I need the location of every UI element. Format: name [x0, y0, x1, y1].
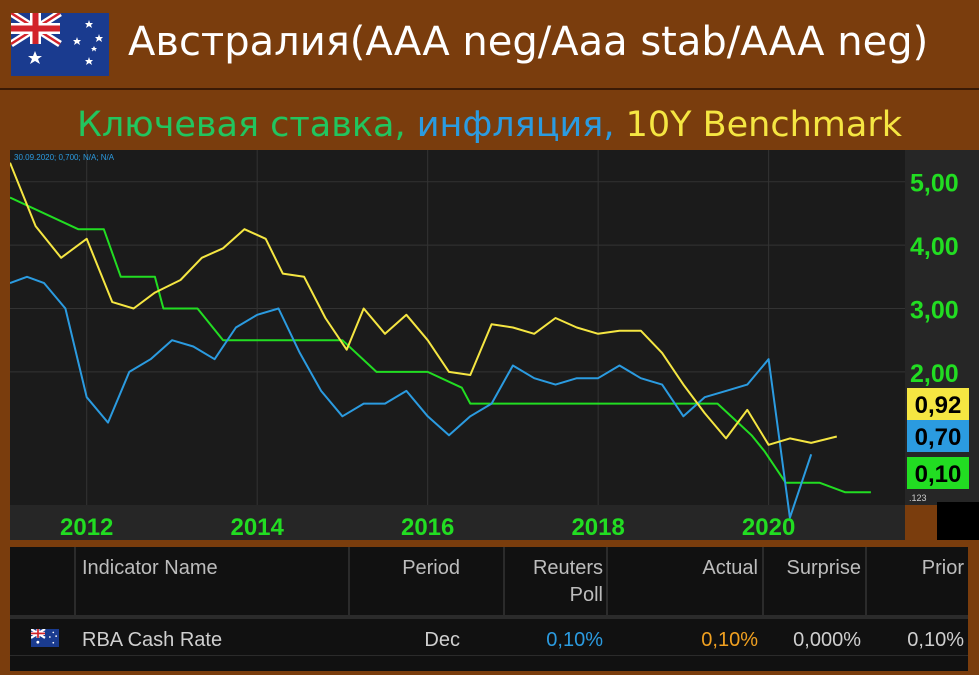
australia-flag-icon	[11, 13, 109, 76]
x-axis-band	[10, 505, 905, 540]
table-row-prior: 0,10%	[907, 629, 964, 651]
corner-label: .123	[909, 493, 927, 503]
x-tick-label: 2012	[60, 514, 113, 540]
column-header-reuters-poll-line2[interactable]: Poll	[569, 584, 603, 606]
series-line-2	[9, 162, 838, 446]
table-row-reuters-poll: 0,10%	[546, 629, 603, 651]
y-tick-label: 5,00	[910, 170, 959, 198]
column-separator	[74, 547, 76, 615]
axis-corner-block	[937, 502, 979, 540]
last-value-badge	[907, 388, 969, 420]
y-tick-label: 3,00	[910, 296, 959, 324]
y-tick-label: 2,00	[910, 360, 959, 388]
table-row-period: Dec	[424, 629, 460, 651]
last-value-label: 0,70	[915, 424, 962, 451]
australia-flag-icon	[31, 629, 59, 647]
table-row-indicator-name[interactable]: RBA Cash Rate	[82, 629, 223, 651]
y-tick-label: 4,00	[910, 233, 959, 261]
series-line-0	[9, 196, 871, 494]
subtitle-part-benchmark: 10Y Benchmark	[625, 105, 902, 145]
x-tick-label: 2014	[230, 514, 284, 540]
indicator-table: Indicator Name Period Reuters Poll Actua…	[10, 547, 968, 671]
table-row-surprise: 0,000%	[793, 629, 861, 651]
x-tick-label: 2020	[742, 514, 795, 540]
chart-subtitle: Ключевая ставка, инфляция, 10Y Benchmark	[0, 100, 979, 150]
x-tick-label: 2018	[571, 514, 624, 540]
column-header-surprise[interactable]: Surprise	[786, 557, 861, 579]
last-value-badge	[907, 420, 969, 452]
last-value-label: 0,10	[915, 461, 962, 488]
column-header-actual[interactable]: Actual	[702, 557, 758, 579]
table-row-actual: 0,10%	[701, 629, 758, 651]
column-header-reuters-poll[interactable]: Reuters	[532, 557, 603, 579]
last-value-badge	[907, 457, 969, 489]
subtitle-part-rate: Ключевая ставка,	[77, 105, 417, 145]
series-line-1	[9, 275, 813, 519]
line-chart: 5,00 4,00 3,00 2,00 2012 2014 2016 2018 2020 0,10…	[9, 150, 979, 541]
last-value-label: 0,92	[915, 392, 962, 419]
header-row-separator	[10, 615, 968, 619]
x-tick-label: 2016	[401, 514, 454, 540]
column-header-period[interactable]: Period	[402, 557, 460, 579]
row-separator	[10, 655, 968, 656]
header-divider	[0, 88, 979, 90]
column-separator	[348, 547, 350, 615]
column-separator	[762, 547, 764, 615]
column-separator	[503, 547, 505, 615]
header: Австралия(AAA neg/Aaa stab/AAA neg)	[0, 0, 979, 88]
column-separator	[606, 547, 608, 615]
page-title: Австралия(AAA neg/Aaa stab/AAA neg)	[128, 19, 929, 65]
column-header-prior[interactable]: Prior	[921, 557, 964, 579]
column-separator	[865, 547, 867, 615]
chart-panel: 5,00 4,00 3,00 2,00 2012 2014 2016 2018 2020 0,10…	[9, 150, 979, 541]
chart-legend-readout: 30.09.2020; 0,700; N/A; N/A	[14, 153, 115, 162]
subtitle-part-inflation: инфляция,	[416, 105, 626, 145]
plot-area	[10, 150, 905, 505]
column-header-indicator-name[interactable]: Indicator Name	[82, 557, 218, 579]
